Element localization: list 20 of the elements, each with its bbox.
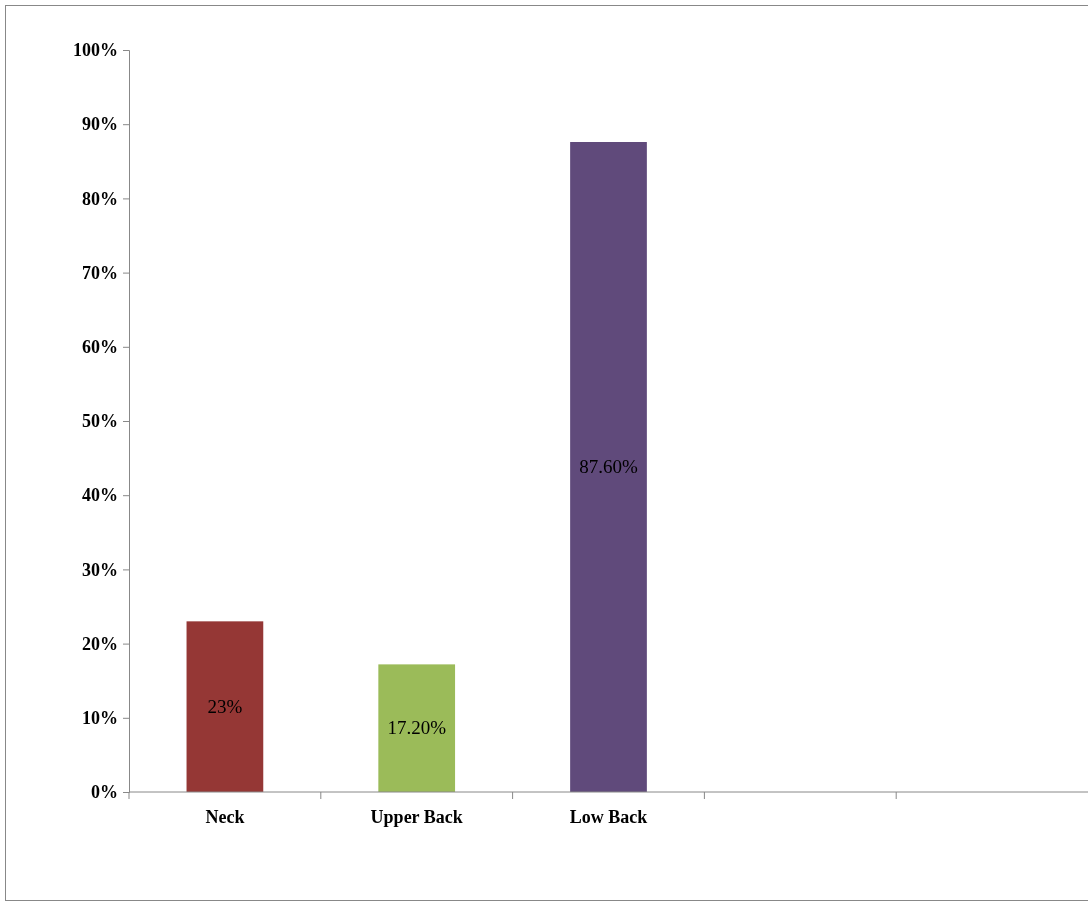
x-tick-label: Low Back (569, 807, 648, 827)
y-tick-label: 20% (82, 633, 118, 654)
y-tick-label: 60% (82, 337, 118, 358)
y-tick-label: 80% (82, 188, 118, 209)
x-tick-label: Neck (205, 807, 245, 827)
y-tick-label: 90% (82, 114, 118, 135)
x-tick-label: Upper Back (370, 807, 463, 827)
y-tick-label: 0% (91, 782, 118, 803)
y-tick-label: 30% (82, 559, 118, 580)
data-label: 17.20% (387, 717, 447, 739)
bar (570, 142, 647, 792)
data-label: 87.60% (579, 456, 638, 477)
y-tick-label: 10% (82, 708, 118, 729)
y-tick-label: 100% (73, 40, 118, 61)
data-label: 23% (207, 695, 243, 717)
y-tick-label: 40% (82, 485, 118, 506)
y-tick-label: 50% (82, 411, 118, 432)
y-tick-label: 70% (82, 262, 118, 283)
bar (378, 664, 456, 792)
bar (186, 621, 264, 792)
